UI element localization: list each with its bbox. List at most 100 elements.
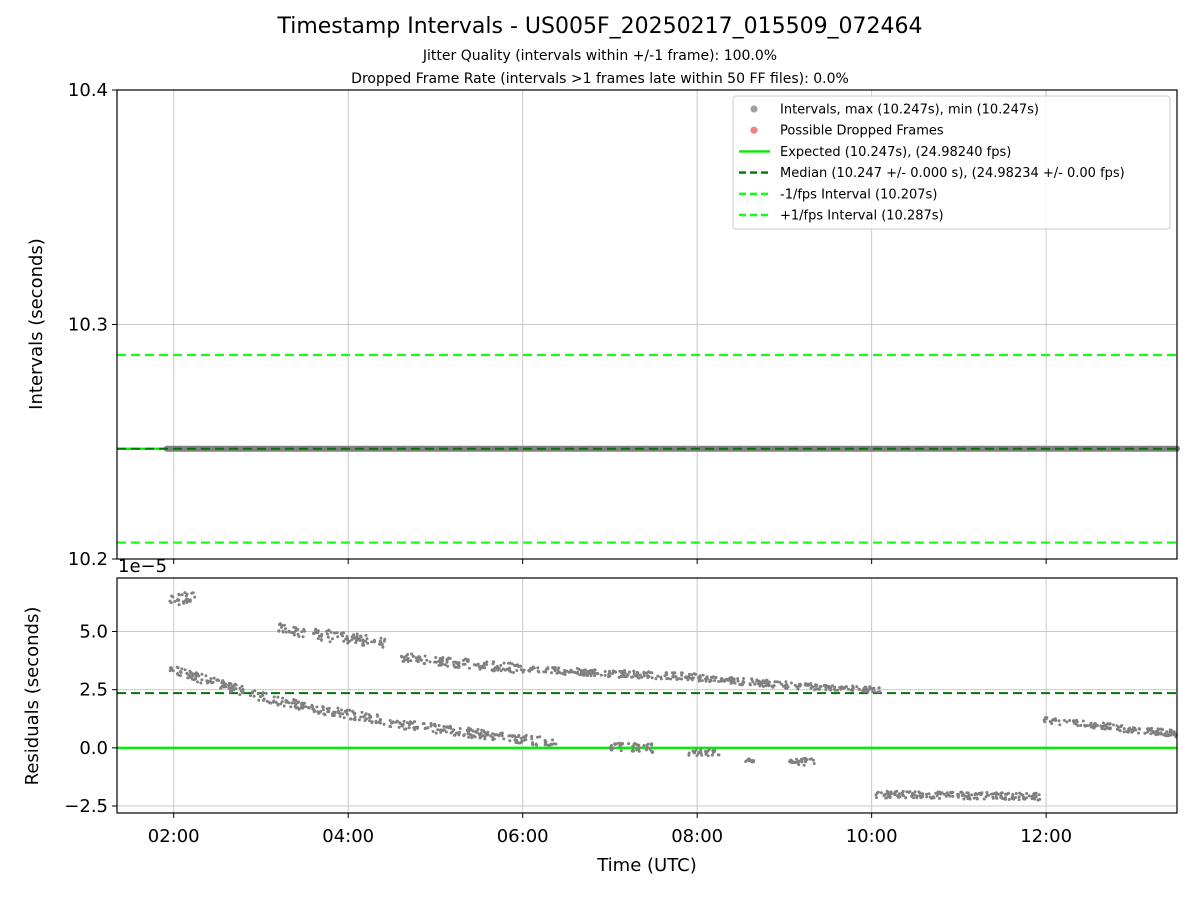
x-tick-label: 08:00 [671, 826, 723, 847]
residual-point [855, 685, 859, 689]
residual-point [200, 678, 204, 682]
residual-point [991, 795, 995, 799]
residual-point [447, 726, 451, 730]
residual-point [866, 690, 870, 694]
residual-point [1156, 732, 1160, 736]
residual-point [185, 671, 189, 675]
residual-point [382, 722, 386, 726]
residual-point [446, 664, 450, 668]
residual-point [603, 670, 607, 673]
residual-point [578, 673, 582, 677]
residual-point [699, 751, 703, 755]
residual-point [875, 791, 879, 795]
residual-point [1014, 796, 1017, 799]
residual-point [750, 677, 754, 681]
residual-point [492, 732, 496, 736]
residual-point [934, 791, 938, 795]
residual-point [700, 753, 704, 757]
residual-point [631, 744, 635, 748]
residual-point [210, 681, 214, 685]
residual-point [913, 790, 917, 794]
residual-point [1122, 730, 1126, 734]
residual-point [179, 670, 183, 674]
residual-point [607, 675, 611, 679]
residual-point [483, 666, 487, 670]
residual-point [687, 675, 691, 679]
residual-point [423, 727, 427, 731]
residual-point [292, 625, 296, 629]
residual-point [624, 675, 628, 679]
residual-point [1103, 727, 1107, 731]
residual-point [416, 658, 420, 662]
residual-point [1091, 724, 1095, 728]
residual-point [341, 712, 345, 716]
residual-point [543, 670, 547, 674]
residual-point [502, 737, 506, 741]
residual-point [259, 695, 262, 699]
residual-point [741, 680, 745, 683]
residual-point [945, 791, 949, 795]
residual-point [982, 797, 986, 801]
residual-point [530, 734, 534, 738]
residual-point [640, 675, 644, 679]
bottom-axis-ticks: −2.5 0.0 2.5 5.0 02:00 04:00 06:00 08:00 10:00 12… [64, 622, 1072, 847]
residual-point [593, 671, 597, 675]
residual-point [632, 669, 636, 673]
residual-point [925, 792, 928, 796]
residual-point [474, 730, 478, 733]
residual-point [716, 753, 720, 757]
residual-point [907, 790, 911, 794]
residual-point [492, 668, 496, 671]
residual-point [397, 725, 401, 729]
residual-point [1122, 727, 1126, 731]
bottom-y-tick-label: 0.0 [79, 738, 108, 759]
residual-point [680, 677, 684, 681]
residual-point [463, 662, 467, 666]
residual-point [1118, 728, 1121, 732]
residual-point [1051, 718, 1055, 722]
residual-point [300, 630, 304, 634]
residual-point [367, 713, 371, 717]
residual-point [976, 792, 979, 796]
residual-point [1165, 730, 1169, 734]
residual-point [297, 700, 301, 704]
residual-point [429, 724, 433, 728]
residual-point [260, 692, 264, 696]
residual-point [176, 599, 180, 603]
residual-point [422, 722, 426, 726]
residual-point [847, 687, 850, 691]
residual-point [364, 633, 368, 637]
residual-point [410, 652, 414, 656]
residual-point [1017, 795, 1021, 799]
chart-subtitle-dropped: Dropped Frame Rate (intervals >1 frames … [351, 71, 849, 87]
residual-point [1146, 727, 1149, 731]
residual-point [1037, 793, 1041, 797]
residual-point [1023, 797, 1027, 801]
residual-point [590, 671, 594, 675]
bottom-residual-series [168, 591, 1178, 802]
residual-point [687, 753, 691, 757]
residual-point [665, 671, 668, 675]
residual-point [391, 720, 395, 724]
residual-point [284, 627, 288, 631]
residual-point [238, 686, 242, 690]
residual-point [344, 637, 348, 641]
residual-point [692, 750, 696, 754]
residual-point [374, 719, 378, 723]
residual-point [359, 634, 363, 638]
residual-point [619, 749, 623, 753]
residual-point [438, 659, 442, 663]
residual-point [453, 733, 457, 737]
residual-point [321, 705, 325, 709]
residual-point [257, 698, 261, 702]
residual-point [1155, 729, 1159, 733]
residual-point [429, 722, 433, 725]
residual-point [422, 662, 426, 665]
residual-point [764, 684, 768, 688]
legend-label: Expected (10.247s), (24.98240 fps) [780, 145, 1011, 160]
residual-point [705, 750, 709, 753]
residual-point [636, 743, 639, 747]
residual-point [706, 754, 710, 758]
residual-point [645, 748, 648, 752]
residual-point [967, 794, 971, 797]
